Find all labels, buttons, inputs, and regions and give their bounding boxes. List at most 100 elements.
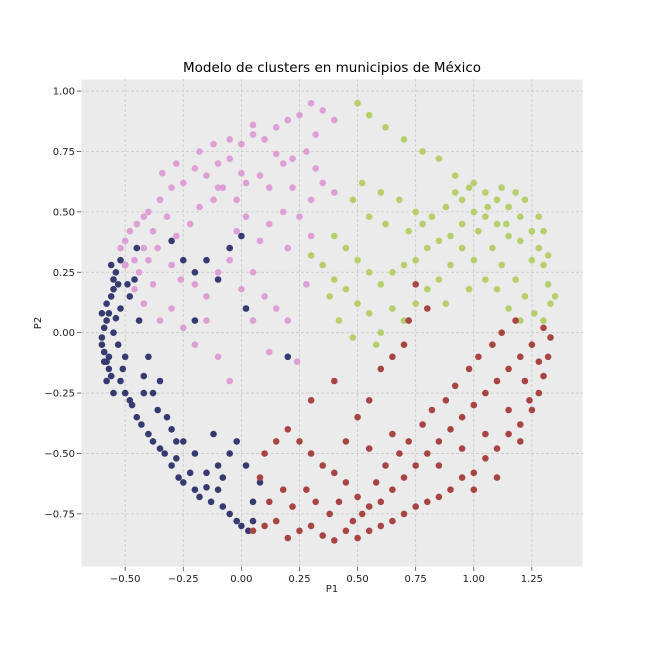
- data-point-cluster-4: [312, 498, 320, 506]
- data-point-cluster-4: [261, 450, 268, 457]
- y-tick-label: 0.00: [53, 328, 75, 339]
- data-point-cluster-2: [226, 136, 233, 143]
- data-point-cluster-2: [140, 213, 148, 220]
- data-point-cluster-1: [154, 406, 161, 414]
- data-point-cluster-3: [535, 244, 543, 252]
- data-point-cluster-1: [117, 256, 124, 264]
- data-point-cluster-3: [377, 281, 385, 288]
- data-point-cluster-2: [284, 244, 292, 252]
- data-point-cluster-4: [482, 455, 489, 462]
- data-point-cluster-1: [191, 269, 199, 276]
- data-point-cluster-1: [168, 426, 175, 433]
- data-point-cluster-1: [256, 479, 264, 486]
- data-point-cluster-4: [272, 517, 280, 525]
- data-point-cluster-3: [470, 179, 478, 187]
- data-point-cluster-4: [424, 450, 431, 457]
- data-point-cluster-1: [173, 438, 180, 445]
- data-point-cluster-2: [296, 213, 303, 220]
- data-point-cluster-2: [249, 317, 257, 324]
- data-point-cluster-1: [117, 305, 124, 312]
- data-point-cluster-1: [168, 237, 175, 245]
- data-point-cluster-2: [312, 131, 320, 138]
- data-point-cluster-3: [412, 300, 420, 308]
- data-point-cluster-1: [128, 401, 136, 409]
- data-point-cluster-1: [110, 276, 117, 283]
- y-axis-ticks: −0.75 −0.50 −0.25 0.00 0.25 0.50 0.75 1.00: [44, 87, 81, 520]
- data-point-cluster-3: [435, 237, 443, 245]
- data-point-cluster-1: [242, 462, 250, 469]
- data-point-cluster-4: [482, 430, 489, 438]
- data-point-cluster-3: [400, 317, 408, 324]
- data-point-cluster-1: [210, 430, 217, 438]
- data-point-cluster-1: [173, 455, 180, 462]
- y-tick-label: −0.50: [44, 449, 75, 460]
- data-point-cluster-4: [458, 413, 466, 421]
- data-point-cluster-1: [161, 450, 168, 457]
- data-point-cluster-4: [493, 377, 501, 385]
- data-point-cluster-3: [544, 252, 552, 259]
- data-point-cluster-2: [168, 261, 175, 269]
- data-point-cluster-2: [196, 148, 203, 155]
- data-point-cluster-3: [358, 179, 366, 187]
- data-point-cluster-3: [475, 227, 482, 235]
- data-point-cluster-1: [249, 517, 257, 525]
- data-point-cluster-4: [289, 503, 296, 510]
- x-tick-label: 0.00: [230, 574, 252, 585]
- data-point-cluster-3: [349, 196, 357, 204]
- data-point-cluster-2: [249, 269, 257, 276]
- data-point-cluster-4: [272, 438, 280, 445]
- data-point-cluster-3: [498, 184, 506, 191]
- data-point-cluster-1: [100, 348, 108, 356]
- data-point-cluster-4: [517, 438, 524, 445]
- data-point-cluster-3: [412, 208, 420, 216]
- data-point-cluster-4: [284, 534, 292, 542]
- data-point-cluster-4: [535, 358, 543, 366]
- data-point-cluster-4: [412, 462, 420, 469]
- data-point-cluster-3: [540, 317, 547, 324]
- data-point-cluster-4: [405, 438, 413, 445]
- data-point-cluster-2: [214, 269, 222, 276]
- x-tick-label: 0.50: [346, 574, 368, 585]
- data-point-cluster-1: [105, 365, 113, 373]
- data-point-cluster-4: [458, 445, 466, 452]
- data-point-cluster-1: [121, 389, 129, 397]
- data-point-cluster-4: [256, 474, 264, 481]
- data-point-cluster-4: [296, 527, 303, 535]
- data-point-cluster-1: [180, 479, 187, 486]
- data-point-cluster-2: [266, 220, 273, 228]
- data-point-cluster-2: [261, 136, 268, 143]
- data-point-cluster-3: [365, 213, 373, 220]
- data-point-cluster-3: [540, 227, 547, 235]
- data-point-cluster-4: [335, 498, 343, 506]
- data-point-cluster-4: [412, 281, 420, 288]
- data-point-cluster-4: [342, 527, 350, 535]
- data-point-cluster-1: [121, 353, 129, 361]
- data-point-cluster-1: [191, 450, 199, 457]
- data-point-cluster-3: [505, 203, 512, 211]
- data-point-cluster-4: [451, 382, 459, 390]
- data-point-cluster-3: [396, 196, 403, 204]
- data-point-cluster-1: [238, 232, 245, 240]
- data-point-cluster-4: [377, 498, 385, 506]
- data-point-cluster-1: [180, 438, 187, 445]
- data-point-cluster-3: [493, 196, 501, 204]
- data-point-cluster-4: [354, 413, 361, 421]
- data-point-cluster-4: [517, 421, 524, 428]
- data-point-cluster-4: [319, 532, 327, 539]
- data-point-cluster-2: [289, 155, 296, 162]
- data-point-cluster-1: [238, 522, 245, 530]
- data-point-cluster-4: [377, 522, 385, 530]
- data-point-cluster-4: [382, 462, 389, 469]
- data-point-cluster-1: [103, 300, 110, 308]
- data-point-cluster-4: [331, 537, 338, 544]
- data-point-cluster-1: [191, 486, 199, 494]
- data-point-cluster-2: [296, 111, 303, 119]
- data-point-cluster-1: [284, 353, 292, 361]
- data-point-cluster-1: [98, 341, 106, 349]
- data-point-cluster-2: [196, 203, 203, 211]
- data-point-cluster-1: [140, 389, 148, 397]
- data-point-cluster-3: [512, 276, 519, 283]
- data-point-cluster-4: [424, 305, 431, 312]
- data-point-cluster-4: [284, 426, 292, 433]
- data-point-cluster-1: [219, 503, 227, 510]
